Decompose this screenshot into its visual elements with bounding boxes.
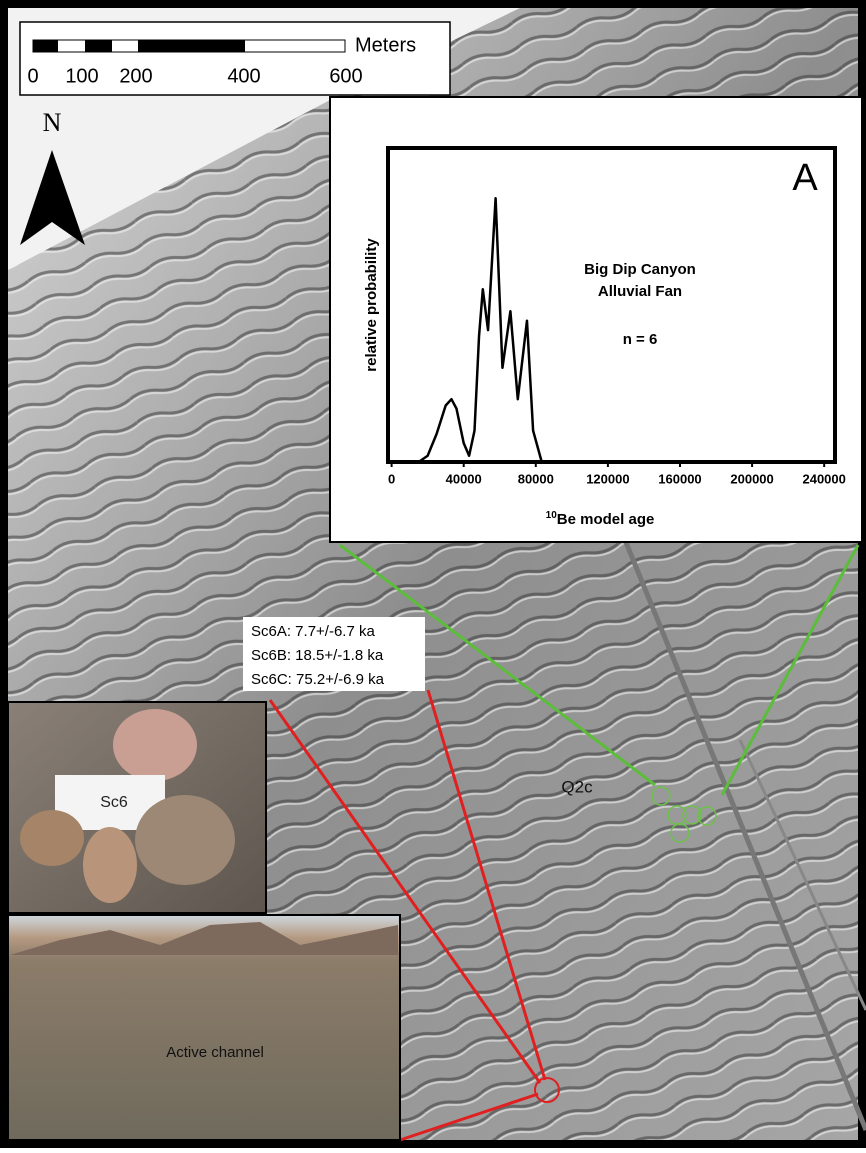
scale-label: 400 (227, 65, 260, 87)
sample-age: Sc6C: 75.2+/-6.9 ka (251, 671, 385, 688)
annotation: Big Dip Canyon (584, 261, 696, 278)
scale-segment (33, 40, 58, 52)
annotation: n = 6 (623, 331, 658, 348)
x-tick-label: 200000 (730, 471, 773, 486)
sample-age: Sc6A: 7.7+/-6.7 ka (251, 623, 375, 640)
boulder (20, 810, 84, 866)
x-axis-label-superscript: 10 (546, 510, 558, 521)
x-tick-label: 80000 (518, 471, 554, 486)
chart-inset: A Big Dip Canyon Alluvial Fan n = 6 rela… (330, 97, 862, 542)
photo-label: Active channel (166, 1044, 264, 1061)
x-axis-label: 10Be model age (546, 510, 655, 528)
boulder (135, 795, 235, 885)
scale-label: 0 (27, 65, 38, 87)
scale-label: 600 (329, 65, 362, 87)
photo-sample: Sc6 (8, 702, 266, 913)
sample-age: Sc6B: 18.5+/-1.8 ka (251, 647, 384, 664)
boulder (83, 827, 137, 903)
x-tick-label: 0 (388, 471, 395, 486)
scale-bar: Meters 0 100 200 400 600 (20, 22, 450, 95)
photo-label: Sc6 (100, 794, 128, 811)
x-tick-label: 240000 (802, 471, 845, 486)
annotation: Alluvial Fan (598, 283, 682, 300)
scale-label: 200 (119, 65, 152, 87)
scale-unit: Meters (355, 34, 416, 56)
north-label: N (43, 108, 62, 137)
figure: Meters 0 100 200 400 600 N Q2c Sc6A: 7.7… (0, 0, 866, 1148)
x-tick-label: 40000 (446, 471, 482, 486)
x-tick-label: 160000 (658, 471, 701, 486)
surface-label: Q2c (561, 777, 593, 796)
x-tick-label: 120000 (586, 471, 629, 486)
scale-label: 100 (65, 65, 98, 87)
scale-segment (138, 40, 245, 52)
scale-segment (85, 40, 112, 52)
panel-label: A (792, 157, 818, 199)
age-box: Sc6A: 7.7+/-6.7 ka Sc6B: 18.5+/-1.8 ka S… (243, 617, 425, 691)
x-axis-label-text: Be model age (557, 511, 655, 528)
photo-channel: Active channel (8, 915, 400, 1140)
y-axis-label: relative probability (363, 238, 380, 372)
boulder (113, 709, 197, 781)
